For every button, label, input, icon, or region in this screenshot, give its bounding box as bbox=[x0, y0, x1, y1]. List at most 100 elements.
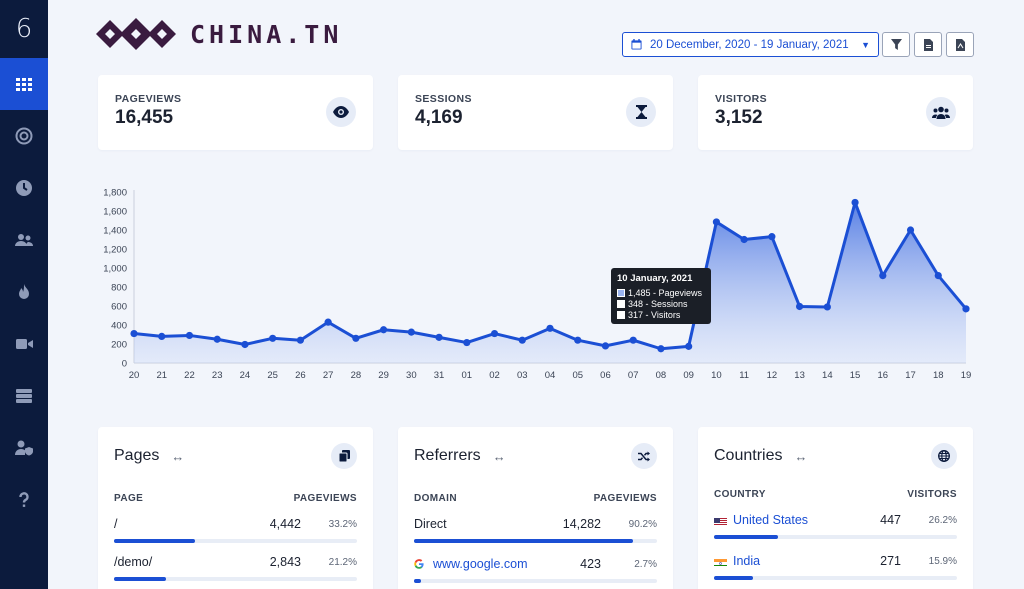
sidebar-item-help[interactable] bbox=[0, 474, 48, 526]
date-range-picker[interactable]: 20 December, 2020 - 19 January, 2021 ▼ bbox=[622, 32, 879, 57]
india-flag-icon bbox=[714, 557, 727, 566]
row-link[interactable]: United States bbox=[714, 513, 808, 527]
y-tick-label: 1,200 bbox=[103, 245, 127, 256]
stat-card-pageviews: PAGEVIEWS 16,455 bbox=[98, 75, 373, 150]
data-point bbox=[407, 328, 415, 336]
tooltip-visitors: 317 - Visitors bbox=[628, 309, 681, 320]
data-point bbox=[629, 336, 637, 344]
sidebar-item-trending[interactable] bbox=[0, 266, 48, 318]
y-tick-label: 1,000 bbox=[103, 264, 127, 275]
row-value: 4,442 bbox=[269, 517, 301, 531]
data-point bbox=[601, 342, 610, 350]
expand-arrows-icon[interactable]: ↔ bbox=[171, 448, 185, 464]
brand-logo[interactable]: CHINA.TN bbox=[96, 12, 342, 56]
sidebar-item-videos[interactable] bbox=[0, 318, 48, 370]
data-point bbox=[130, 329, 138, 338]
calendar-icon bbox=[631, 39, 642, 50]
x-tick-label: 23 bbox=[212, 370, 223, 381]
column-header-pageviews: PAGEVIEWS bbox=[593, 493, 657, 504]
sidebar-item-realtime[interactable] bbox=[0, 110, 48, 162]
x-tick-label: 04 bbox=[545, 370, 556, 381]
legend-swatch bbox=[617, 299, 625, 308]
sidebar-item-users[interactable] bbox=[0, 214, 48, 266]
x-tick-label: 22 bbox=[184, 370, 195, 381]
tooltip-sessions: 348 - Sessions bbox=[628, 298, 688, 309]
row-value: 14,282 bbox=[562, 517, 601, 531]
x-tick-label: 16 bbox=[878, 370, 889, 381]
table-row[interactable]: United States 447 26.2% bbox=[714, 513, 957, 549]
brand-mark-icon bbox=[96, 18, 176, 50]
table-row[interactable]: /demo/ 2,843 21.2% bbox=[114, 555, 357, 589]
sidebar-item-history[interactable] bbox=[0, 162, 48, 214]
column-header-visitors: VISITORS bbox=[907, 489, 957, 500]
table-row[interactable]: / 4,442 33.2% bbox=[114, 517, 357, 553]
export-pdf-button[interactable] bbox=[946, 32, 974, 57]
data-point bbox=[768, 233, 776, 241]
row-name[interactable]: / bbox=[114, 517, 118, 531]
data-point bbox=[712, 218, 721, 226]
data-point bbox=[213, 335, 221, 343]
x-tick-label: 28 bbox=[351, 370, 362, 381]
pages-panel: Pages ↔ PAGE PAGEVIEWS / 4,442 33.2% /de… bbox=[98, 427, 373, 589]
stat-card-visitors: VISITORS 3,152 bbox=[698, 75, 973, 150]
sidebar-item-admin[interactable] bbox=[0, 422, 48, 474]
sidebar-item-dashboard[interactable] bbox=[0, 58, 48, 110]
data-point bbox=[796, 302, 804, 311]
shuffle-icon[interactable] bbox=[631, 443, 657, 469]
y-tick-label: 400 bbox=[111, 321, 127, 332]
referrers-title: Referrers bbox=[414, 447, 481, 464]
column-header-domain: DOMAIN bbox=[414, 493, 457, 504]
data-point bbox=[490, 329, 499, 338]
hourglass-icon bbox=[626, 97, 656, 127]
data-point bbox=[158, 332, 166, 340]
row-value: 271 bbox=[880, 554, 901, 568]
question-icon bbox=[19, 492, 29, 507]
y-tick-label: 800 bbox=[111, 283, 127, 294]
sidebar: 6 bbox=[0, 0, 48, 589]
progress-fill bbox=[114, 577, 166, 581]
users-icon bbox=[15, 234, 33, 246]
table-row[interactable]: www.google.com 423 2.7% bbox=[414, 557, 657, 589]
sidebar-item-servers[interactable] bbox=[0, 370, 48, 422]
data-point bbox=[435, 333, 443, 341]
x-tick-label: 21 bbox=[156, 370, 167, 381]
progress-fill bbox=[414, 579, 421, 583]
sidebar-logo[interactable]: 6 bbox=[15, 14, 33, 44]
table-row[interactable]: India 271 15.9% bbox=[714, 554, 957, 589]
x-tick-label: 07 bbox=[628, 370, 639, 381]
row-name: India bbox=[733, 554, 761, 568]
column-header-pageviews: PAGEVIEWS bbox=[293, 493, 357, 504]
data-point bbox=[296, 336, 304, 344]
x-tick-label: 25 bbox=[267, 370, 278, 381]
expand-arrows-icon[interactable]: ↔ bbox=[794, 448, 808, 464]
globe-icon[interactable] bbox=[931, 443, 957, 469]
pageviews-area-chart[interactable]: 0 200 400 600 800 1,000 1,200 1,400 1,600 1,800 20… bbox=[92, 182, 992, 392]
row-value: 423 bbox=[580, 557, 601, 571]
row-percent: 21.2% bbox=[328, 557, 357, 568]
filter-icon bbox=[890, 39, 902, 50]
export-csv-button[interactable] bbox=[914, 32, 942, 57]
x-tick-label: 03 bbox=[517, 370, 528, 381]
row-link[interactable]: www.google.com bbox=[414, 557, 528, 571]
x-tick-label: 06 bbox=[600, 370, 611, 381]
x-tick-label: 26 bbox=[295, 370, 306, 381]
x-tick-label: 13 bbox=[794, 370, 805, 381]
row-name: www.google.com bbox=[433, 557, 528, 571]
data-point bbox=[185, 331, 194, 340]
data-point bbox=[657, 345, 665, 353]
expand-arrows-icon[interactable]: ↔ bbox=[492, 448, 506, 464]
row-name[interactable]: /demo/ bbox=[114, 555, 153, 569]
tooltip-row: 348 - Sessions bbox=[617, 298, 705, 309]
progress-fill bbox=[714, 576, 753, 580]
progress-track bbox=[114, 577, 357, 581]
copy-icon[interactable] bbox=[331, 443, 357, 469]
progress-track bbox=[714, 576, 957, 580]
row-link[interactable]: India bbox=[714, 554, 760, 568]
y-tick-label: 1,400 bbox=[103, 226, 127, 237]
filter-button[interactable] bbox=[882, 32, 910, 57]
row-value: 447 bbox=[880, 513, 901, 527]
table-row[interactable]: Direct 14,282 90.2% bbox=[414, 517, 657, 553]
fire-icon bbox=[19, 284, 29, 299]
data-point bbox=[851, 198, 859, 207]
data-point bbox=[518, 336, 526, 344]
